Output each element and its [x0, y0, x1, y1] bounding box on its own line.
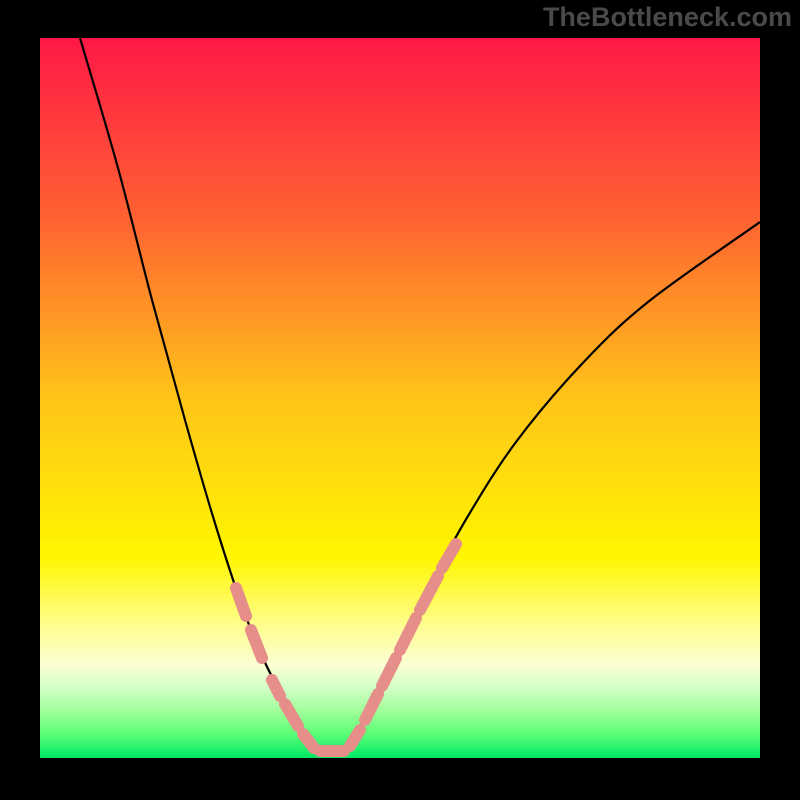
- watermark-text: TheBottleneck.com: [543, 2, 792, 33]
- highlight-segment: [272, 680, 280, 696]
- highlight-segment: [350, 730, 360, 746]
- plot-area: [40, 38, 760, 758]
